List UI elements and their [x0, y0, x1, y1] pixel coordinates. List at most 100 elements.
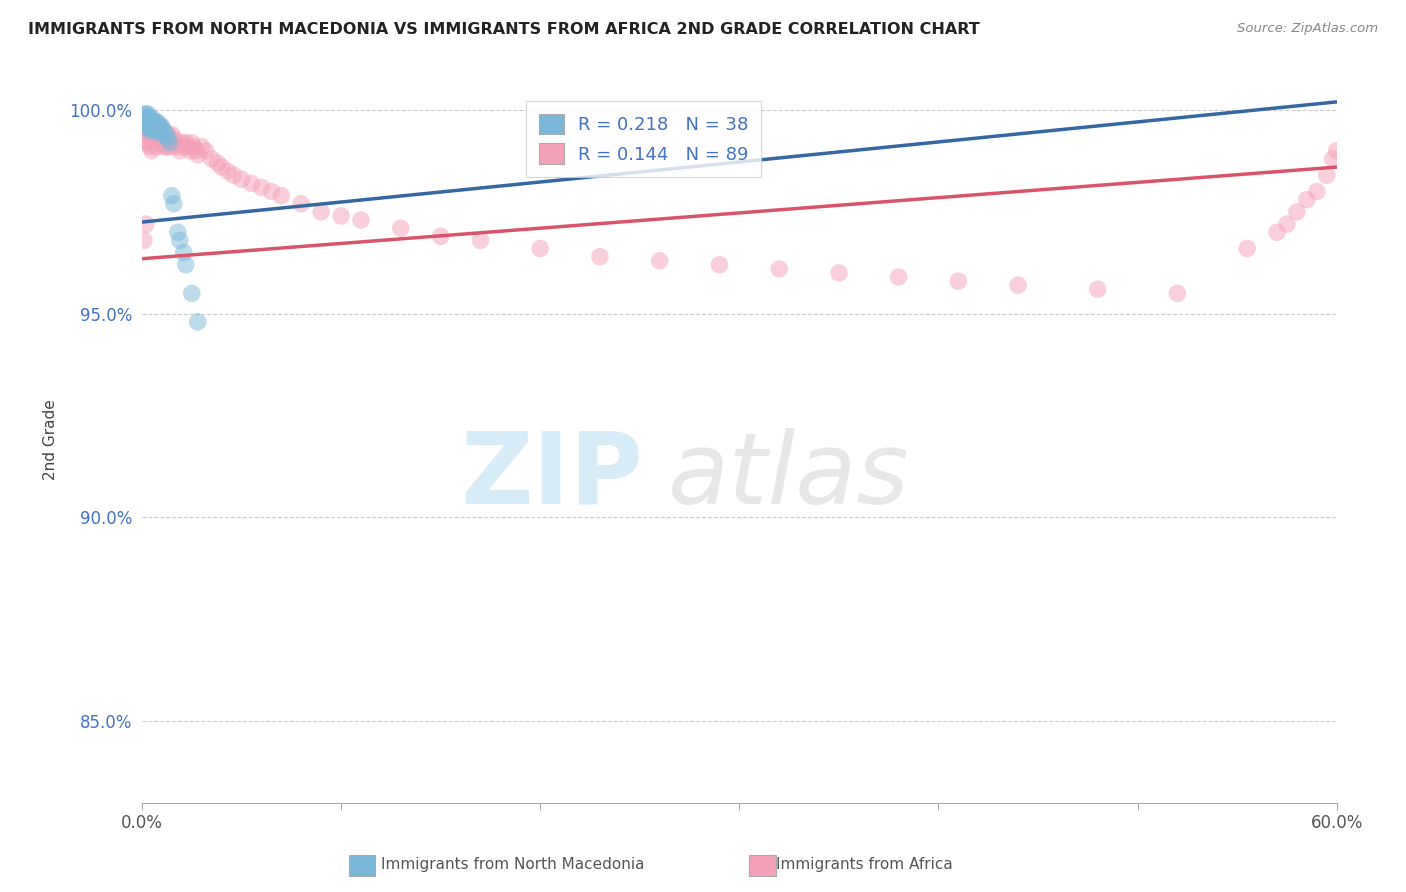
Point [179, 144, 201, 158]
Point [145, 128, 167, 142]
Point [166, 225, 188, 239]
Point [142, 131, 165, 145]
Point [159, 136, 181, 150]
Point [145, 139, 167, 153]
Point [163, 196, 186, 211]
Point [139, 120, 162, 134]
Point [180, 286, 202, 301]
Point [887, 270, 910, 285]
Point [132, 111, 155, 125]
Point [1007, 278, 1029, 293]
Point [139, 111, 162, 125]
Point [153, 128, 176, 142]
Point [183, 139, 205, 153]
Point [139, 139, 162, 153]
Point [136, 120, 159, 134]
Point [1326, 144, 1348, 158]
Point [948, 274, 970, 288]
Point [156, 128, 179, 142]
Point [132, 115, 155, 129]
Point [136, 111, 159, 125]
Point [141, 131, 163, 145]
Point [260, 185, 283, 199]
Point [142, 120, 165, 134]
Point [163, 131, 186, 145]
Point [150, 136, 173, 150]
Point [136, 123, 159, 137]
Point [135, 115, 157, 129]
Point [169, 144, 191, 158]
Point [201, 152, 224, 166]
Point [211, 160, 233, 174]
Point [290, 196, 312, 211]
Point [174, 136, 197, 150]
Point [139, 115, 162, 129]
Point [136, 111, 159, 125]
Point [309, 205, 332, 219]
Legend: R = 0.218   N = 38, R = 0.144   N = 89: R = 0.218 N = 38, R = 0.144 N = 89 [526, 101, 762, 177]
Text: Source: ZipAtlas.com: Source: ZipAtlas.com [1237, 22, 1378, 36]
Point [142, 123, 165, 137]
Point [160, 128, 183, 142]
Point [160, 188, 183, 202]
Point [173, 245, 195, 260]
Point [139, 128, 162, 142]
Point [153, 139, 176, 153]
Point [217, 164, 239, 178]
Point [132, 234, 155, 248]
Point [165, 136, 187, 150]
Point [145, 123, 167, 137]
Point [170, 136, 193, 150]
Point [155, 128, 177, 142]
Point [1275, 217, 1298, 231]
Point [135, 115, 157, 129]
Point [231, 172, 253, 186]
Point [135, 136, 157, 150]
Point [149, 120, 172, 134]
Point [141, 111, 163, 125]
Point [1322, 152, 1344, 166]
Point [270, 188, 292, 202]
Point [207, 156, 229, 170]
Point [141, 115, 163, 129]
Point [135, 217, 157, 231]
Point [166, 139, 188, 153]
Point [141, 120, 163, 134]
Point [174, 258, 197, 272]
Point [180, 136, 202, 150]
Text: IMMIGRANTS FROM NORTH MACEDONIA VS IMMIGRANTS FROM AFRICA 2ND GRADE CORRELATION : IMMIGRANTS FROM NORTH MACEDONIA VS IMMIG… [28, 22, 980, 37]
Point [136, 115, 159, 129]
Point [150, 128, 173, 142]
Point [149, 131, 172, 145]
Point [141, 123, 163, 137]
Point [1166, 286, 1188, 301]
Point [169, 234, 191, 248]
Point [160, 139, 183, 153]
Point [177, 139, 200, 153]
Point [145, 115, 167, 129]
Y-axis label: 2nd Grade: 2nd Grade [44, 400, 58, 481]
Point [146, 120, 169, 134]
Point [150, 123, 173, 137]
Point [589, 250, 612, 264]
Point [156, 131, 179, 145]
Point [1265, 225, 1288, 239]
Point [828, 266, 851, 280]
Point [529, 242, 551, 256]
Point [190, 139, 212, 153]
Point [156, 139, 179, 153]
Point [648, 253, 671, 268]
Point [187, 148, 209, 162]
Point [194, 144, 217, 158]
Point [159, 131, 181, 145]
Point [1087, 282, 1109, 296]
Point [132, 128, 155, 142]
Point [145, 115, 167, 129]
Point [142, 115, 165, 129]
Point [1236, 242, 1258, 256]
Point [709, 258, 731, 272]
Point [389, 221, 412, 235]
Point [141, 144, 163, 158]
Point [470, 234, 492, 248]
Point [184, 144, 207, 158]
